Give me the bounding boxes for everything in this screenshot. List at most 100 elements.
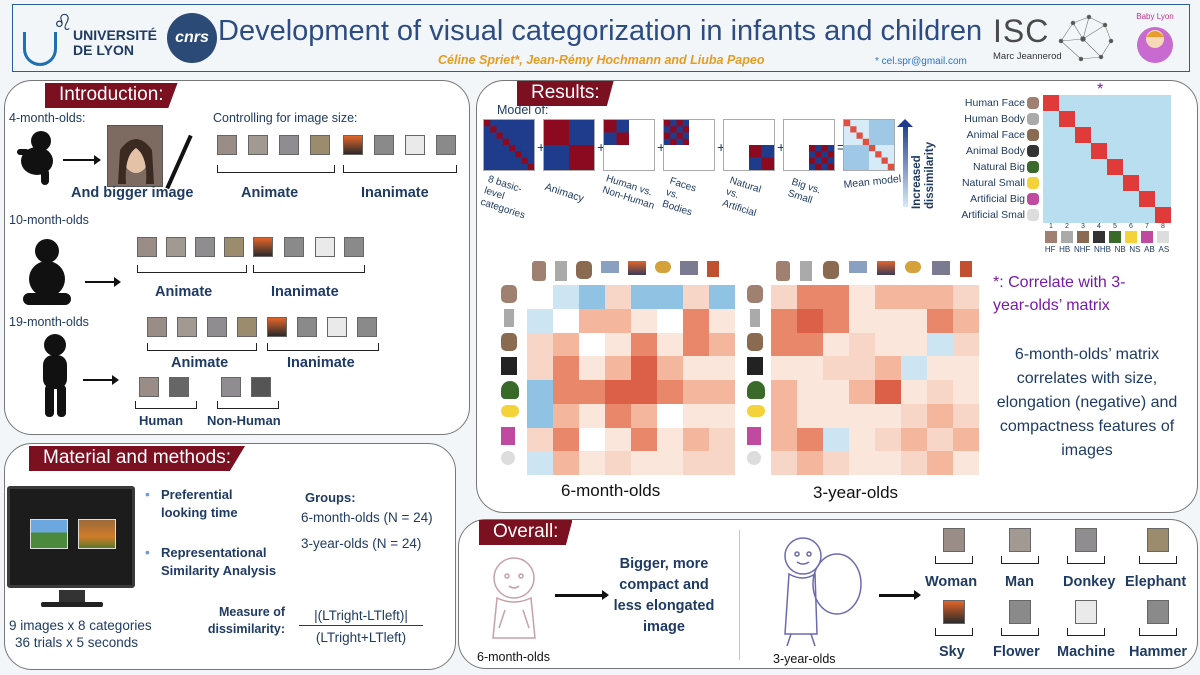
elephant-thumb [1147, 528, 1169, 552]
chair-icon [1141, 231, 1153, 243]
item-hammer: Hammer [1129, 644, 1188, 660]
machine-thumb [1075, 600, 1097, 624]
bracket [1067, 556, 1105, 564]
heatmap-cell [605, 451, 631, 475]
heatmap-cell [553, 308, 579, 333]
heatmap-cell [771, 285, 797, 309]
non-human-label: Non-Human [207, 413, 281, 428]
woman-icon [531, 261, 546, 281]
matrix-col-icons [1043, 231, 1171, 243]
heatmap-cell [849, 356, 875, 380]
age-19-months-label: 19-month-olds [9, 315, 89, 329]
plus-icon: + [597, 139, 606, 155]
inanimate-label: Inanimate [287, 355, 355, 371]
age-4-months-label: 4-month-olds: [9, 111, 86, 125]
isc-logo-text: ISC [993, 13, 1050, 49]
inanimate-label: Inanimate [361, 185, 429, 201]
bulb-icon [747, 451, 761, 465]
heatmap-cell [683, 380, 709, 404]
heatmap-cell [797, 451, 823, 475]
monkey-icon [747, 333, 763, 351]
heatmap-cell [527, 427, 553, 452]
heatmap-cell [631, 451, 657, 475]
heatmap-cell [683, 356, 709, 380]
man-thumb [177, 317, 197, 337]
poster-header: ♌ UNIVERSITÉ DE LYON cnrs Development of… [12, 4, 1190, 72]
heatmap-cell [927, 451, 953, 475]
flower-thumb [1009, 600, 1031, 624]
heatmap-cell [579, 451, 605, 475]
arrow-up-icon [897, 119, 913, 127]
potato-icon [654, 261, 671, 273]
monkey-icon [501, 333, 517, 351]
heatmap-cell [823, 403, 849, 428]
chair-icon [501, 427, 515, 445]
tree-icon [1109, 231, 1121, 243]
animate-label: Animate [241, 185, 299, 201]
introduction-panel: Introduction: 4-month-olds: Controlling … [4, 80, 470, 435]
flower-thumb [284, 237, 304, 257]
heatmap-cell [771, 308, 797, 333]
heatmap-6m-col-icons [527, 261, 723, 281]
heatmap-cell [953, 451, 979, 475]
woman-thumb [217, 135, 237, 155]
potato-icon [905, 261, 922, 273]
heatmap-cell [605, 356, 631, 380]
trials-count: 36 trials x 5 seconds [15, 635, 139, 650]
cat-animal-face: Animal Face [966, 129, 1025, 141]
heatmap-cell [849, 403, 875, 428]
elephant-thumb [224, 237, 244, 257]
heatmap-cell [657, 285, 683, 309]
col-code: NB [1114, 245, 1126, 254]
category-model-matrix [1043, 95, 1171, 223]
heatmap-cell [823, 308, 849, 333]
cnrs-logo: cnrs [167, 13, 217, 63]
heatmap-cell [849, 285, 875, 309]
model-faces-bodies-matrix [663, 119, 715, 171]
heatmap-cell [953, 332, 979, 357]
heatmap-3y-label: 3-year-olds [813, 483, 899, 502]
car-icon [931, 261, 950, 275]
divider-slash [165, 134, 193, 190]
col-num: 5 [1113, 223, 1117, 230]
category-icons [1027, 97, 1041, 225]
animate-label: Animate [155, 284, 213, 300]
model-label-8-categories: 8 basic-level categories [479, 173, 527, 222]
heatmap-cell [657, 403, 683, 428]
plus-icon: + [537, 139, 546, 155]
heatmap-cell [631, 427, 657, 452]
item-donkey: Donkey [1063, 574, 1116, 590]
bracket [1067, 628, 1105, 636]
heatmap-cell [849, 308, 875, 333]
heatmap-cell [709, 427, 735, 452]
bracket [135, 401, 197, 409]
heatmap-cell [901, 356, 927, 380]
matrix-col-numbers: 1 2 3 4 5 6 7 8 [1043, 223, 1171, 230]
bullet-icon: • [145, 486, 150, 502]
toddler-19m-silhouette-icon [43, 334, 67, 417]
monitor-stand [59, 590, 85, 604]
model-big-small-matrix [783, 119, 835, 171]
hammer-thumb [344, 237, 364, 257]
key-finding: 6-month-olds’ matrix correlates with siz… [996, 346, 1178, 459]
pliers-icon [959, 261, 972, 277]
heatmap-cell [797, 308, 823, 333]
woman-thumb [139, 377, 159, 397]
bracket [1139, 556, 1177, 564]
logo-universite-text: UNIVERSITÉ [73, 27, 158, 43]
infant-6m-label: 6-month-olds [477, 650, 550, 664]
bracket [935, 628, 973, 636]
heatmap-cell [927, 356, 953, 380]
heatmap-cell [709, 451, 735, 475]
contact-email: * cel.spr@gmail.com [875, 56, 967, 67]
heatmap-cell [953, 380, 979, 404]
item-sky: Sky [939, 644, 965, 660]
heatmap-cell [657, 332, 683, 357]
woman-icon [747, 285, 763, 303]
banana-icon [501, 405, 519, 417]
heatmap-cell [631, 332, 657, 357]
heatmap-cell [849, 332, 875, 357]
model-label-big-small: Big vs. Small [786, 176, 823, 207]
woman-thumb [147, 317, 167, 337]
heatmap-cell [875, 451, 901, 475]
